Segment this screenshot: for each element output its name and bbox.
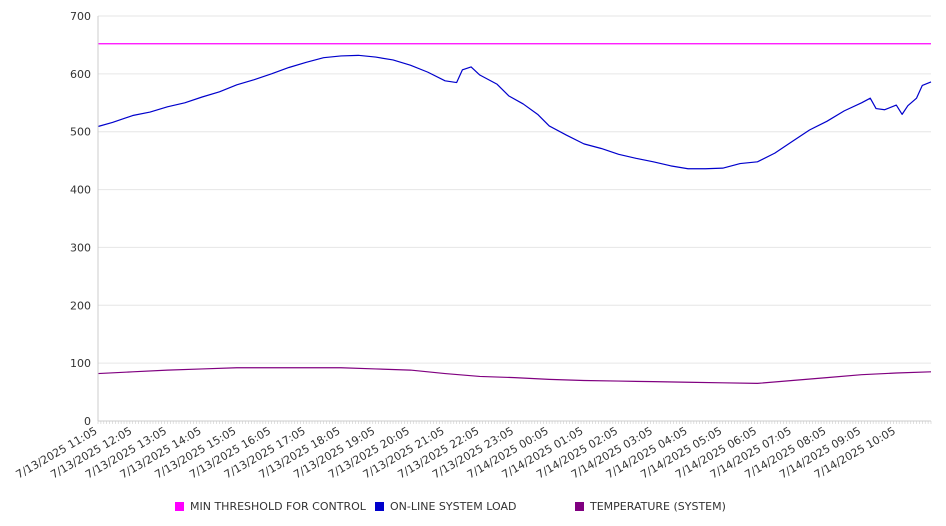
y-tick-label: 100 (70, 357, 91, 370)
x-axis-tick-labels: 7/13/2025 11:057/13/2025 12:057/13/2025 … (14, 424, 898, 481)
gridlines (98, 15, 931, 364)
series-line-1 (97, 54, 932, 170)
legend-swatch-system-load (375, 501, 384, 511)
y-tick-label: 500 (70, 126, 91, 139)
legend-label-system-load: ON-LINE SYSTEM LOAD (390, 499, 517, 513)
y-tick-label: 600 (70, 68, 91, 81)
series-lines (97, 43, 932, 384)
legend-item-temperature[interactable]: TEMPERATURE (SYSTEM) (575, 497, 726, 515)
legend-item-min-threshold[interactable]: MIN THRESHOLD FOR CONTROL (175, 497, 366, 515)
legend: MIN THRESHOLD FOR CONTROL ON-LINE SYSTEM… (0, 497, 946, 515)
series-line-2 (97, 367, 932, 384)
y-tick-label: 200 (70, 299, 91, 312)
y-tick-label: 300 (70, 241, 91, 254)
legend-swatch-temperature (575, 501, 584, 511)
legend-label-temperature: TEMPERATURE (SYSTEM) (590, 499, 726, 513)
y-tick-label: 0 (84, 415, 91, 428)
axes (97, 16, 932, 424)
legend-item-system-load[interactable]: ON-LINE SYSTEM LOAD (375, 497, 516, 515)
y-tick-label: 700 (70, 10, 91, 23)
y-axis-tick-labels: 0 100 200 300 400 500 600 700 (70, 10, 91, 428)
legend-label-min-threshold: MIN THRESHOLD FOR CONTROL (190, 499, 366, 513)
y-tick-label: 400 (70, 184, 91, 197)
legend-swatch-min-threshold (175, 501, 184, 511)
